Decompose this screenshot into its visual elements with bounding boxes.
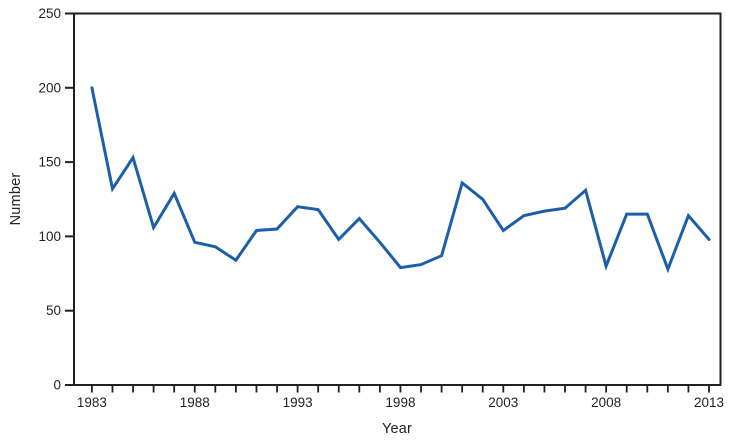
y-tick-label: 250 bbox=[38, 6, 61, 21]
x-tick-label: 2003 bbox=[488, 395, 518, 410]
y-tick-label: 200 bbox=[38, 80, 61, 95]
x-tick-label: 1988 bbox=[180, 395, 210, 410]
x-tick-label: 1998 bbox=[385, 395, 415, 410]
y-tick-label: 100 bbox=[38, 229, 61, 244]
y-axis-title: Number bbox=[8, 172, 24, 226]
x-tick-label: 1983 bbox=[77, 395, 107, 410]
data-line bbox=[90, 86, 711, 274]
x-tick-label: 2008 bbox=[591, 395, 621, 410]
x-axis-title: Year bbox=[381, 421, 413, 437]
x-tick-label: 2013 bbox=[694, 395, 724, 410]
y-tick-label: 150 bbox=[38, 155, 61, 170]
y-tick-label: 0 bbox=[53, 378, 61, 393]
y-tick-label: 50 bbox=[46, 303, 61, 318]
plot-border bbox=[73, 12, 722, 386]
x-tick-label: 1993 bbox=[283, 395, 313, 410]
